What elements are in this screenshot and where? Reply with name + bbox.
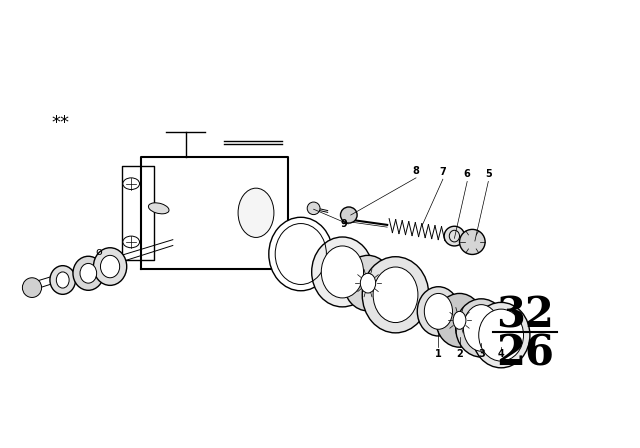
Ellipse shape — [56, 272, 69, 288]
Ellipse shape — [238, 188, 274, 237]
Ellipse shape — [373, 267, 418, 323]
Text: 7: 7 — [440, 167, 446, 177]
Ellipse shape — [340, 207, 357, 223]
Ellipse shape — [456, 299, 507, 357]
Ellipse shape — [453, 311, 466, 329]
Ellipse shape — [436, 293, 483, 347]
Ellipse shape — [479, 309, 524, 361]
Ellipse shape — [73, 256, 104, 290]
Ellipse shape — [100, 255, 120, 278]
Circle shape — [123, 236, 140, 248]
Ellipse shape — [344, 255, 392, 311]
Circle shape — [123, 178, 140, 190]
Ellipse shape — [50, 266, 76, 294]
Ellipse shape — [460, 229, 485, 254]
Ellipse shape — [424, 293, 452, 329]
Ellipse shape — [22, 278, 42, 297]
Text: 4: 4 — [498, 349, 504, 359]
Ellipse shape — [312, 237, 373, 307]
Text: 3: 3 — [478, 349, 484, 359]
Ellipse shape — [472, 302, 530, 368]
Text: o: o — [96, 247, 102, 257]
Text: 1: 1 — [435, 349, 442, 359]
Text: 2: 2 — [456, 349, 463, 359]
Text: 8: 8 — [413, 166, 419, 176]
Text: **: ** — [52, 114, 70, 132]
Text: 32: 32 — [496, 295, 554, 337]
Ellipse shape — [93, 248, 127, 285]
Ellipse shape — [417, 287, 460, 336]
Ellipse shape — [80, 263, 97, 283]
Ellipse shape — [463, 305, 499, 351]
Ellipse shape — [360, 273, 376, 293]
Ellipse shape — [444, 226, 465, 246]
Ellipse shape — [362, 257, 429, 333]
Ellipse shape — [148, 203, 169, 214]
Text: 9: 9 — [340, 219, 347, 229]
Ellipse shape — [269, 217, 333, 291]
Text: 5: 5 — [485, 169, 492, 179]
Text: 26: 26 — [496, 333, 554, 375]
Ellipse shape — [321, 246, 364, 298]
Text: 6: 6 — [464, 169, 470, 179]
Ellipse shape — [307, 202, 320, 215]
